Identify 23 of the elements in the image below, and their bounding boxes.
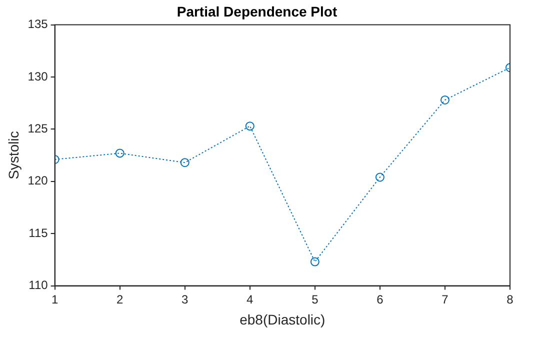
point	[180, 158, 190, 168]
x-tick-label: 5	[312, 292, 319, 306]
x-tick-label: 7	[442, 292, 449, 306]
point	[115, 148, 124, 158]
point	[375, 172, 384, 182]
point	[310, 257, 320, 266]
y-tick-label: 125	[28, 122, 48, 136]
x-tick-label: 3	[182, 292, 189, 306]
x-tick-label: 1	[51, 292, 58, 306]
x-tick-label: 4	[246, 292, 254, 306]
chart-title: Partial Dependence Plot	[176, 3, 338, 20]
y-tick-label: 135	[28, 17, 48, 32]
x-tick-label: 8	[506, 292, 514, 306]
point	[245, 122, 254, 131]
y-tick-label: 130	[28, 69, 48, 84]
x-tick-label: 2	[116, 292, 124, 306]
point	[440, 95, 450, 104]
y-tick-label: 115	[28, 226, 48, 240]
y-axis-title: Systolic	[5, 131, 22, 180]
y-tick-label: 110	[28, 278, 48, 292]
y-tick-label: 120	[28, 174, 48, 188]
x-axis-title: eb8(Diastolic)	[240, 311, 326, 328]
x-tick-label: 6	[376, 292, 384, 306]
